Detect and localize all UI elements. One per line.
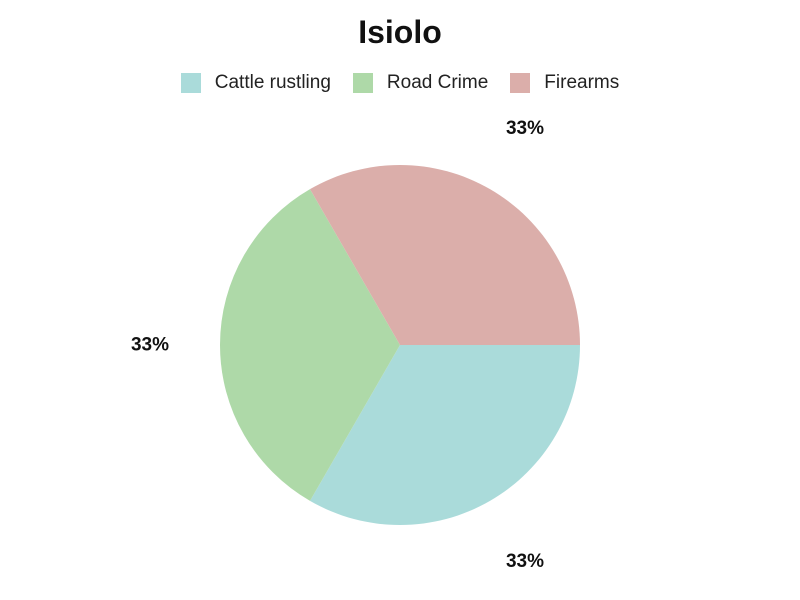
legend-item-road-crime[interactable]: Road Crime (352, 72, 489, 94)
legend-item-cattle-rustling[interactable]: Cattle rustling (180, 72, 331, 94)
pie-slice-firearms[interactable] (310, 165, 580, 345)
chart-legend: Cattle rustling Road Crime Firearms (0, 72, 800, 94)
pie-slice-road-crime[interactable] (219, 189, 400, 501)
slice-label-cattle-rustling: 33% (506, 551, 544, 572)
legend-label-road-crime: Road Crime (386, 72, 489, 93)
pie-slice-cattle-rustling[interactable] (310, 345, 580, 526)
slice-label-road-crime: 33% (131, 335, 169, 356)
legend-label-firearms: Firearms (544, 72, 620, 93)
legend-item-firearms[interactable]: Firearms (510, 72, 619, 94)
legend-swatch-cattle-rustling (180, 73, 201, 93)
slice-label-firearms: 33% (506, 118, 544, 139)
legend-label-cattle-rustling: Cattle rustling (214, 72, 331, 93)
chart-title: Isiolo (358, 14, 442, 50)
legend-swatch-road-crime (352, 73, 373, 93)
legend-swatch-firearms (510, 73, 531, 93)
